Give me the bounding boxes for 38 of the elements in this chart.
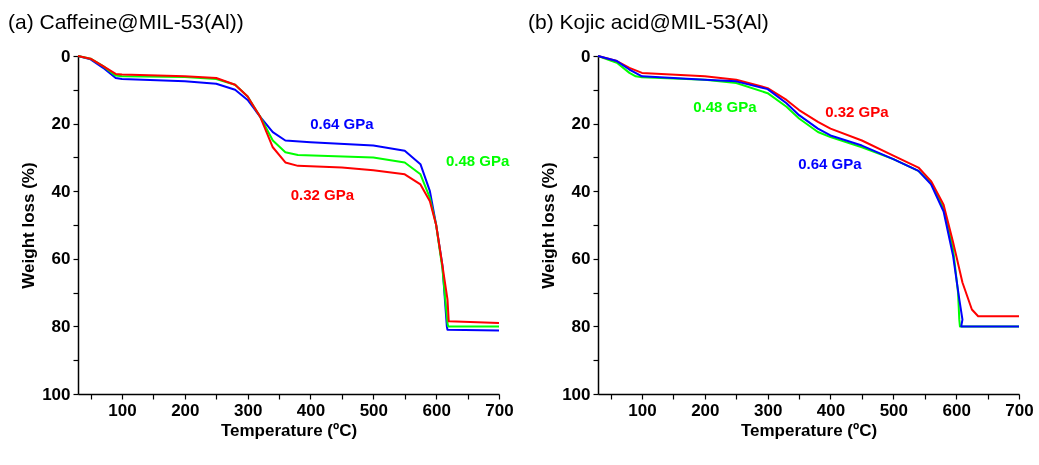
- series-label: 0.64 GPa: [310, 114, 375, 132]
- y-tick-label: 40: [51, 181, 71, 201]
- series-label: 0.32 GPa: [290, 185, 355, 203]
- x-tick-label: 200: [171, 400, 200, 420]
- y-tick-label: 80: [51, 316, 71, 336]
- y-tick-label: 100: [42, 384, 71, 404]
- x-tick-label: 300: [233, 400, 263, 420]
- y-axis-title: Weight loss (%): [539, 162, 559, 289]
- series-label: 0.32 GPa: [825, 102, 890, 120]
- y-tick-label: 20: [571, 114, 591, 134]
- x-axis-title: Temperature (ºC): [220, 420, 358, 440]
- chart-title: (a) Caffeine@MIL-53(Al)): [8, 10, 244, 33]
- y-tick-label: 40: [571, 181, 591, 201]
- y-tick-label: 0: [581, 46, 591, 66]
- x-tick-label: 300: [753, 400, 783, 420]
- x-tick-label: 700: [485, 400, 514, 420]
- x-tick-label: 100: [628, 400, 657, 420]
- y-axis-title: Weight loss (%): [19, 162, 39, 289]
- x-tick-label: 700: [1005, 400, 1034, 420]
- x-tick-label: 100: [108, 400, 137, 420]
- x-tick-label: 400: [296, 400, 326, 420]
- x-tick-label: 500: [359, 400, 389, 420]
- series-label: 0.48 GPa: [445, 151, 510, 169]
- y-tick-label: 60: [571, 249, 591, 269]
- y-tick-label: 80: [571, 316, 591, 336]
- x-tick-label: 400: [816, 400, 846, 420]
- x-tick-label: 500: [879, 400, 909, 420]
- y-tick-label: 60: [51, 249, 71, 269]
- x-tick-label: 600: [422, 400, 451, 420]
- x-tick-label: 600: [942, 400, 971, 420]
- y-tick-label: 100: [562, 384, 591, 404]
- chart-title: (b) Kojic acid@MIL-53(Al): [528, 10, 769, 33]
- x-axis-title: Temperature (ºC): [740, 420, 878, 440]
- x-tick-label: 200: [691, 400, 720, 420]
- series-label: 0.48 GPa: [693, 97, 758, 115]
- y-tick-label: 20: [51, 114, 71, 134]
- y-tick-label: 0: [61, 46, 71, 66]
- series-label: 0.64 GPa: [798, 155, 863, 173]
